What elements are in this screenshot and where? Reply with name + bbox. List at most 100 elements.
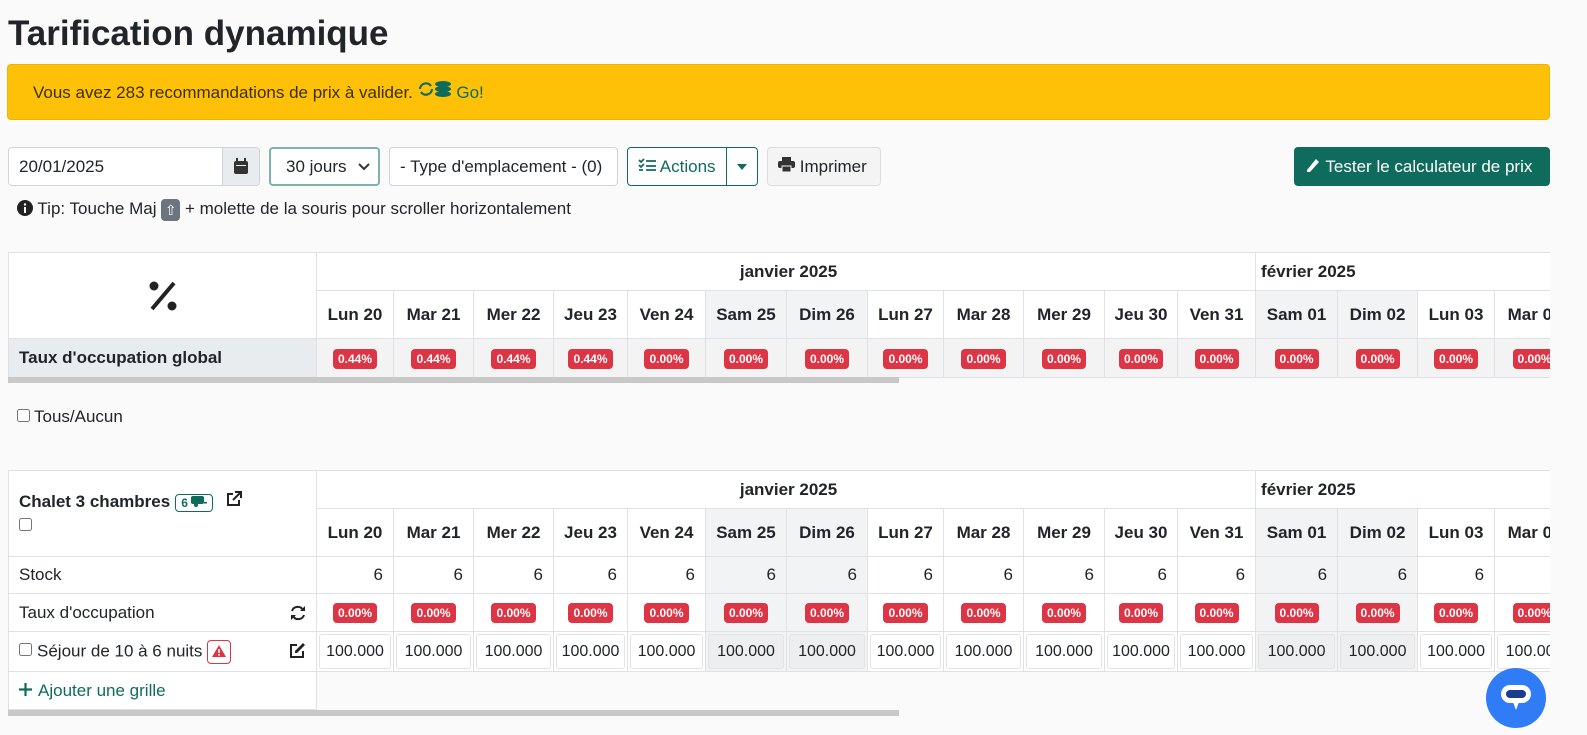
cell: 0.00% <box>1104 593 1178 632</box>
day-header: Lun 20 <box>316 508 394 557</box>
cell: 0.00% <box>1255 338 1339 378</box>
day-header: Ven 24 <box>627 508 706 557</box>
grid-row: Séjour de 10 à 6 nuits 100.000 100.000 100… <box>8 631 1550 672</box>
row-label: Taux d'occupation global <box>19 348 223 367</box>
badge: 0.44% <box>491 348 536 369</box>
scrollbar <box>8 710 899 716</box>
badge: 0.00% <box>332 603 378 623</box>
alert-link[interactable]: Go! <box>418 81 484 102</box>
edit-icon[interactable] <box>289 642 306 659</box>
cell: 0.00% <box>1176 338 1257 378</box>
actions-text: Actions <box>659 157 716 176</box>
grid-cell: 100.000 <box>1023 631 1105 672</box>
cell: 0.00% <box>393 593 474 632</box>
day-header: Mer 22 <box>473 290 554 339</box>
select-all[interactable]: Tous/Aucun <box>17 407 123 427</box>
price-input[interactable]: 100.000 <box>1420 634 1493 669</box>
badge: 0.00% <box>1274 603 1319 623</box>
external-link-icon[interactable] <box>226 491 242 507</box>
corner-cell: Chalet 3 chambres 6 <box>8 470 317 557</box>
actions-dropdown[interactable] <box>726 148 757 185</box>
calculator-button[interactable]: Tester le calculateur de prix <box>1294 147 1550 186</box>
date-value: 20/01/2025 <box>19 157 105 176</box>
grid-cell: 100.000 <box>316 631 394 672</box>
price-input[interactable]: 100.000 <box>630 634 703 669</box>
type-filter[interactable]: - Type d'emplacement - (0) <box>389 147 618 186</box>
refresh-icon[interactable] <box>290 605 306 621</box>
grid-cell: 100.000 <box>1176 631 1257 672</box>
print-text: Imprimer <box>799 157 867 176</box>
price-input[interactable]: 100.000 <box>1107 634 1175 669</box>
badge: 0.00% <box>1434 348 1479 369</box>
stock-cell: 6 <box>1494 556 1550 594</box>
stock-cell: 6 <box>1337 556 1419 594</box>
add-cell: Ajouter une grille <box>8 671 317 710</box>
grid-cell: 100.000 <box>705 631 787 672</box>
calendar-button[interactable] <box>222 148 259 185</box>
add-grid-link[interactable]: Ajouter une grille <box>38 680 166 700</box>
price-input[interactable]: 100.000 <box>556 634 625 669</box>
price-input[interactable]: 100.000 <box>476 634 551 669</box>
cell: 0.00% <box>1417 593 1496 632</box>
row-label: Stock <box>8 556 317 594</box>
day-header: Mar 28 <box>943 508 1024 557</box>
day-header: Dim 26 <box>786 290 868 339</box>
day-header: Sam 01 <box>1255 508 1339 557</box>
checkbox[interactable] <box>19 642 32 656</box>
cell: 0.00% <box>553 593 628 632</box>
checkbox[interactable] <box>19 518 32 531</box>
cell: 0.00% <box>1023 338 1105 378</box>
price-input[interactable]: 100.000 <box>1340 634 1416 669</box>
price-input[interactable]: 100.000 <box>946 634 1021 669</box>
grid-cell: 100.000 <box>553 631 628 672</box>
price-input[interactable]: 100.000 <box>1258 634 1336 669</box>
period-select[interactable]: 30 jours <box>269 147 380 186</box>
day-header: Jeu 23 <box>553 290 628 339</box>
plus-icon <box>19 682 32 696</box>
badge: 0.00% <box>1041 348 1087 369</box>
actions-button[interactable]: Actions <box>627 147 758 186</box>
tip: Tip: Touche Maj ⇧ + molette de la souris… <box>17 198 571 221</box>
info-icon <box>17 200 33 216</box>
caret <box>737 164 747 170</box>
badge: 0.00% <box>1194 348 1239 369</box>
month-header: janvier 2025 <box>315 470 1257 509</box>
global-occupancy-label: Taux d'occupation global <box>8 338 317 378</box>
stock-cell: 6 <box>705 556 787 594</box>
cell: 0.44% <box>553 338 628 378</box>
day-header: Jeu 30 <box>1104 290 1178 339</box>
stock-cell: 6 <box>1417 556 1496 594</box>
price-input[interactable]: 100.000 <box>1026 634 1102 669</box>
grid-cell: 100.000 <box>1494 631 1550 672</box>
shift-key: ⇧ <box>161 198 181 221</box>
grid-cell: 100.000 <box>473 631 554 672</box>
chat-button[interactable] <box>1486 668 1546 728</box>
product-name: Chalet 3 chambres <box>19 492 171 511</box>
grid-cell: 100.000 <box>1337 631 1419 672</box>
day-header: Lun 27 <box>867 290 944 339</box>
cell: 0.00% <box>1337 593 1419 632</box>
badge: 0.00% <box>804 603 850 623</box>
stock-cell: 6 <box>627 556 706 594</box>
day-header: Lun 27 <box>867 508 944 557</box>
chat-icon <box>1501 685 1531 710</box>
badge: 0.00% <box>1194 603 1239 623</box>
grid-cell: 100.000 <box>393 631 474 672</box>
cell: 0.00% <box>705 338 787 378</box>
badge: 0.00% <box>411 603 456 623</box>
checkbox[interactable] <box>17 409 30 422</box>
price-input[interactable]: 100.000 <box>1180 634 1254 669</box>
price-input[interactable]: 100.000 <box>870 634 941 669</box>
badge: 0.00% <box>961 348 1006 369</box>
price-input[interactable]: 100.000 <box>789 634 865 669</box>
price-input[interactable]: 100.000 <box>708 634 784 669</box>
price-input[interactable]: 100.000 <box>1497 634 1550 669</box>
select-all-text: Tous/Aucun <box>34 407 123 426</box>
print-button[interactable]: Imprimer <box>767 147 881 186</box>
badge: 0.00% <box>1434 603 1479 623</box>
date-input[interactable]: 20/01/2025 <box>8 147 260 186</box>
price-input[interactable]: 100.000 <box>319 634 391 669</box>
price-input[interactable]: 100.000 <box>396 634 471 669</box>
units-badge: 6 <box>175 494 214 512</box>
list-icon <box>638 158 656 171</box>
